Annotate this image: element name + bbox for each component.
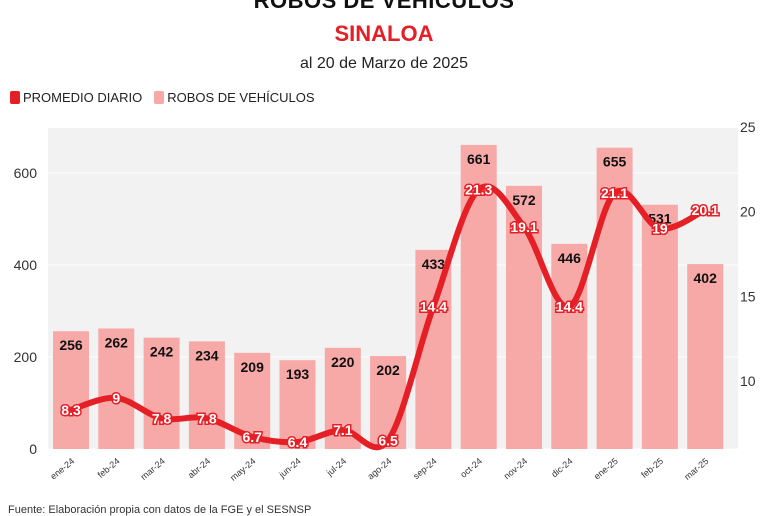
line-value-label: 6.7: [242, 429, 262, 445]
x-tick-label: oct-24: [458, 456, 484, 480]
x-tick-label: ene-24: [48, 456, 76, 482]
x-tick-label: feb-24: [96, 456, 122, 480]
bar-ene-25: [596, 147, 633, 449]
legend-swatch-line: [10, 91, 20, 104]
bar-value-label: 661: [467, 151, 491, 167]
bar-jun-24: [279, 360, 316, 449]
bar-value-label: 242: [150, 344, 174, 360]
bar-value-label: 572: [512, 192, 536, 208]
line-value-label: 7.8: [152, 410, 172, 426]
footer-source: Fuente: Elaboración propia con datos de …: [8, 504, 312, 516]
legend-label-bar: ROBOS DE VEHÍCULOS: [167, 90, 315, 105]
line-value-label: 6.5: [378, 432, 398, 448]
bar-ago-24: [370, 356, 407, 449]
bar-value-label: 209: [241, 359, 265, 375]
bar-abr-24: [188, 341, 225, 449]
y-right-tick-label: 20: [740, 204, 756, 220]
bar-ene-24: [53, 331, 89, 449]
legend-item-line: PROMEDIO DIARIO: [10, 90, 142, 105]
x-tick-label: ago-24: [365, 456, 393, 482]
bar-dic-24: [551, 243, 588, 449]
legend: PROMEDIO DIARIO ROBOS DE VEHÍCULOS: [10, 90, 321, 105]
bar-value-label: 256: [59, 337, 83, 353]
bar-value-label: 402: [694, 270, 718, 286]
line-value-label: 7.8: [197, 410, 217, 426]
x-tick-label: feb-25: [639, 456, 665, 480]
line-value-label: 20.1: [692, 202, 719, 218]
line-promedio-diario: [68, 183, 709, 451]
x-tick-label: dic-24: [549, 456, 574, 479]
x-tick-label: jul-24: [324, 456, 348, 478]
bar-value-label: 655: [603, 154, 627, 170]
bar-value-label: 262: [105, 334, 129, 350]
y-left-tick-label: 400: [14, 257, 38, 273]
bar-oct-24: [460, 144, 497, 449]
x-tick-label: mar-24: [139, 456, 167, 482]
chart-title: ROBOS DE VEHÍCULOS: [253, 0, 515, 13]
line-value-label: 8.3: [61, 402, 81, 418]
line-value-label: 6.4: [288, 434, 308, 450]
y-left-tick-label: 600: [14, 165, 38, 181]
legend-label-line: PROMEDIO DIARIO: [23, 90, 143, 105]
bar-value-label: 433: [422, 256, 446, 272]
y-right-tick-label: 15: [740, 288, 756, 304]
line-value-label: 14.4: [420, 298, 447, 314]
y-left-tick-label: 0: [29, 441, 37, 457]
bar-value-label: 220: [331, 354, 355, 370]
bar-value-label: 202: [376, 362, 400, 378]
bar-feb-25: [641, 204, 678, 449]
bar-value-label: 446: [558, 250, 582, 266]
x-tick-label: jun-24: [276, 456, 302, 480]
legend-swatch-bar: [154, 91, 165, 104]
x-tick-label: ene-25: [592, 456, 620, 482]
chart-subtitle: SINALOA: [334, 21, 434, 46]
line-value-label: 9: [112, 390, 120, 406]
legend-item-bar: ROBOS DE VEHÍCULOS: [154, 90, 315, 105]
chart-date: al 20 de Marzo de 2025: [299, 55, 469, 72]
line-value-label: 7.1: [333, 422, 353, 438]
bar-value-label: 193: [286, 366, 310, 382]
line-value-label: 19: [652, 221, 668, 237]
bar-mar-25: [687, 264, 724, 449]
y-right-tick-label: 10: [740, 373, 756, 389]
x-tick-label: sep-24: [411, 456, 439, 481]
line-value-label: 21.3: [465, 182, 492, 198]
x-tick-label: abr-24: [186, 456, 212, 480]
line-value-label: 14.4: [556, 298, 583, 314]
y-right-tick-label: 25: [740, 119, 756, 135]
line-value-label: 19.1: [510, 219, 537, 235]
bar-mar-24: [143, 337, 180, 449]
x-tick-label: may-24: [228, 456, 257, 483]
x-tick-label: mar-25: [682, 456, 710, 482]
bar-feb-24: [98, 328, 135, 449]
line-value-label: 21.1: [601, 185, 628, 201]
x-tick-label: nov-24: [502, 456, 530, 481]
bar-value-label: 234: [195, 347, 219, 363]
y-left-tick-label: 200: [14, 349, 38, 365]
